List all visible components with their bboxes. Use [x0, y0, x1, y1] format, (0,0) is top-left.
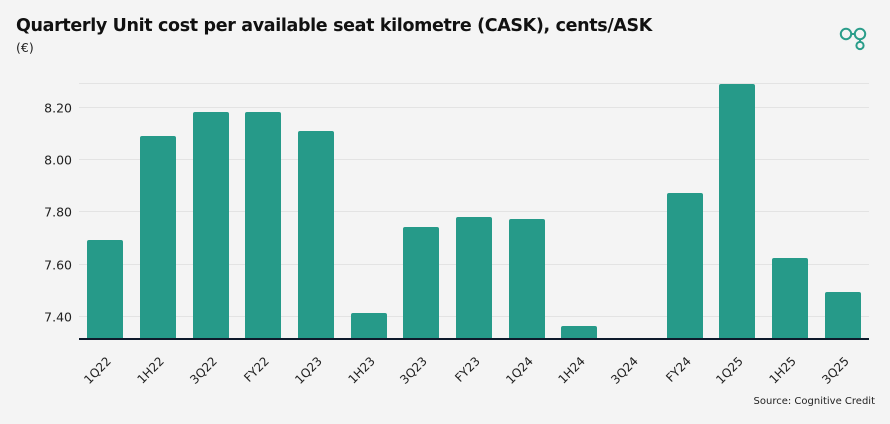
x-axis-tick-label: 1Q24 — [502, 354, 536, 388]
x-axis-tick-label: 1Q22 — [81, 354, 115, 388]
y-axis-tick-label: 8.00 — [44, 152, 72, 168]
x-axis-tick-label: 3Q25 — [818, 354, 852, 388]
gridline — [79, 107, 869, 109]
y-axis-tick-label: 7.40 — [44, 309, 72, 325]
gridline — [79, 159, 869, 161]
y-axis-tick-label: 7.60 — [44, 257, 72, 273]
bar-3q22 — [192, 112, 229, 339]
linked-circles-logo-icon — [839, 27, 867, 51]
bar-1q23 — [298, 130, 334, 339]
bar-1q22 — [87, 240, 124, 339]
x-axis-tick-label: FY22 — [241, 354, 273, 386]
x-axis-tick-label: 1H23 — [345, 354, 378, 387]
gridline-top — [79, 83, 869, 85]
chart-subtitle: (€) — [16, 40, 34, 55]
x-axis-tick-label: 1Q25 — [713, 354, 747, 388]
y-axis-tick-label: 7.80 — [44, 204, 72, 220]
bar-1q25 — [719, 83, 756, 339]
bar-3q23 — [403, 227, 440, 339]
y-axis-tick-label: 8.20 — [44, 100, 72, 116]
x-axis-tick-label: 3Q24 — [608, 354, 641, 388]
bar-1h23 — [350, 313, 387, 339]
bar-1q24 — [508, 219, 545, 339]
x-axis-line — [79, 338, 869, 340]
bar-fy24 — [666, 193, 703, 339]
bar-fy22 — [245, 112, 282, 339]
x-axis-tick-label: 3Q22 — [186, 354, 220, 388]
x-axis-tick-label: 1H24 — [555, 354, 589, 387]
x-axis-tick-label: 3Q23 — [397, 354, 431, 388]
x-axis-tick-label: FY24 — [662, 354, 694, 386]
bar-1h22 — [140, 135, 176, 339]
source-note: Source: Cognitive Credit — [753, 396, 875, 407]
x-axis-tick-label: 1Q23 — [292, 354, 325, 388]
bar-1h24 — [561, 326, 598, 339]
bar-1h25 — [772, 258, 808, 339]
chart-title: Quarterly Unit cost per available seat k… — [16, 16, 653, 36]
gridline — [79, 211, 869, 213]
bar-3q25 — [824, 292, 861, 339]
bar-fy23 — [456, 216, 492, 339]
x-axis-tick-label: 1H25 — [766, 354, 799, 387]
x-axis-tick-label: FY23 — [452, 354, 483, 386]
x-axis-tick-label: 1H22 — [134, 354, 167, 387]
